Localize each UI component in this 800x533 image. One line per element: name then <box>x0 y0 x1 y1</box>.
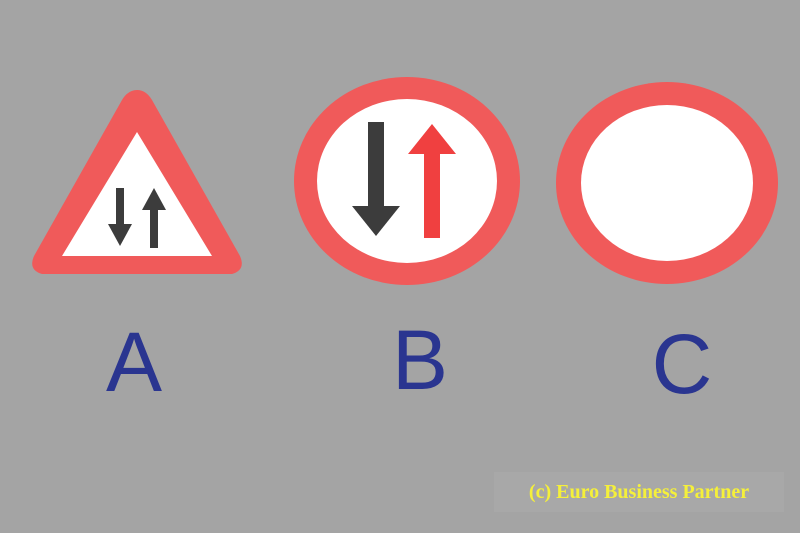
option-label-a: A <box>105 315 163 409</box>
copyright-notice: (c) Euro Business Partner <box>494 472 784 512</box>
option-label-c: C <box>651 317 713 411</box>
option-label-b: B <box>391 313 449 407</box>
no-vehicles-sign-icon <box>556 82 778 284</box>
two-way-traffic-warning-sign-icon <box>32 90 242 274</box>
give-way-to-oncoming-traffic-sign-icon <box>294 77 520 285</box>
